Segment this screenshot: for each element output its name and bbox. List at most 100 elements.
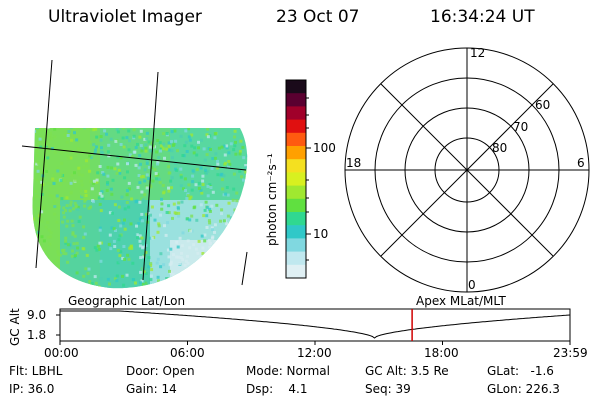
image-pixel [199, 188, 203, 192]
image-pixel [143, 137, 147, 141]
image-pixel [175, 240, 179, 244]
image-pixel [213, 223, 217, 227]
image-pixel [83, 199, 87, 203]
image-pixel [88, 154, 92, 158]
image-pixel [220, 208, 224, 212]
image-pixel [213, 230, 216, 234]
image-pixel [159, 265, 163, 269]
image-pixel [92, 143, 96, 147]
image-pixel [184, 129, 188, 133]
image-pixel [200, 138, 203, 142]
image-pixel [183, 282, 187, 285]
image-pixel [207, 219, 211, 223]
image-pixel [149, 264, 153, 268]
image-pixel [120, 195, 124, 199]
image-pixel [53, 128, 57, 131]
image-pixel [227, 258, 231, 262]
image-pixel [217, 289, 220, 292]
image-pixel [110, 226, 114, 230]
image-pixel [206, 169, 210, 173]
image-pixel [121, 274, 124, 278]
colorbar-band [286, 132, 306, 147]
image-pixel [32, 217, 35, 221]
image-pixel [180, 200, 184, 204]
image-pixel [88, 169, 92, 173]
image-pixel [63, 133, 67, 137]
image-pixel [162, 132, 166, 136]
image-pixel [172, 142, 176, 146]
image-pixel [237, 246, 241, 250]
image-pixel [196, 251, 200, 255]
image-pixel [191, 265, 195, 269]
image-pixel [213, 132, 217, 136]
image-pixel [94, 128, 98, 131]
image-pixel [235, 214, 239, 218]
image-pixel [231, 249, 235, 253]
image-pixel [97, 285, 101, 289]
image-pixel [164, 233, 168, 237]
image-pixel [227, 201, 231, 205]
image-pixel [84, 267, 88, 271]
image-pixel [62, 251, 66, 255]
image-pixel [158, 283, 162, 287]
image-pixel [155, 261, 159, 265]
image-pixel [226, 193, 230, 197]
image-pixel [118, 260, 122, 264]
image-pixel [206, 272, 210, 276]
image-pixel [170, 176, 174, 180]
image-pixel [73, 279, 77, 283]
image-pixel [37, 161, 40, 165]
image-pixel [84, 189, 88, 193]
colorbar-band [286, 80, 306, 94]
image-pixel [252, 178, 255, 181]
image-pixel [32, 140, 35, 144]
image-pixel [200, 266, 204, 270]
image-pixel [61, 274, 64, 278]
image-pixel [145, 186, 149, 190]
image-pixel [48, 242, 52, 246]
image-pixel [127, 181, 131, 185]
image-pixel [144, 272, 148, 275]
image-pixel [207, 278, 211, 282]
image-pixel [66, 243, 70, 247]
image-pixel [156, 160, 160, 164]
image-pixel [159, 213, 162, 217]
image-pixel [100, 190, 104, 194]
image-pixel [125, 201, 129, 204]
image-pixel [236, 243, 240, 247]
image-pixel [42, 253, 46, 257]
image-pixel [246, 154, 248, 158]
image-pixel [145, 173, 149, 177]
image-pixel [67, 157, 71, 161]
image-pixel [45, 257, 49, 261]
image-pixel [211, 157, 215, 160]
image-pixel [76, 207, 80, 211]
image-pixel [161, 184, 165, 187]
image-pixel [95, 180, 99, 184]
image-pixel [32, 162, 34, 166]
image-pixel [163, 224, 166, 228]
image-pixel [199, 203, 203, 207]
image-pixel [159, 252, 163, 256]
image-pixel [202, 214, 206, 218]
image-pixel [216, 162, 220, 166]
image-pixel [216, 166, 220, 170]
image-pixel [181, 231, 185, 235]
image-pixel [116, 162, 120, 166]
image-pixel [38, 137, 42, 141]
image-pixel [227, 151, 231, 155]
image-pixel [208, 258, 212, 262]
image-pixel [208, 207, 212, 211]
image-pixel [97, 196, 101, 200]
image-pixel [123, 218, 126, 222]
image-pixel [99, 138, 103, 142]
image-pixel [217, 258, 221, 262]
image-pixel [145, 161, 149, 165]
image-pixel [179, 134, 183, 138]
image-pixel [123, 207, 127, 211]
image-pixel [111, 244, 115, 247]
image-pixel [157, 222, 161, 226]
image-pixel [245, 197, 248, 201]
image-pixel [48, 148, 52, 152]
image-pixel [56, 250, 60, 254]
